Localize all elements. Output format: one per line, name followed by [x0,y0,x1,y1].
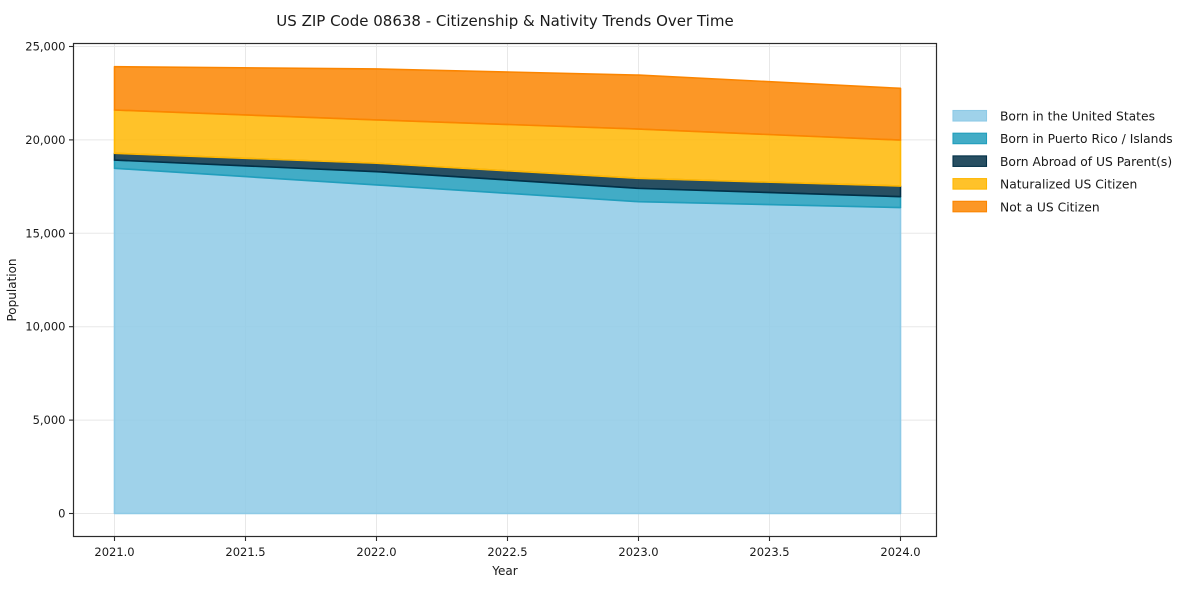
plot-border [72,42,938,538]
legend-swatch [952,132,988,145]
area-series [113,65,902,515]
area-born-in-the-united-states [113,167,902,515]
x-tick-label: 2023.0 [618,545,658,559]
y-tick-label: 10,000 [25,320,65,334]
y-tick-label: 0 [58,507,65,521]
chart-title: US ZIP Code 08638 - Citizenship & Nativi… [276,12,733,30]
area-not-a-us-citizen [113,65,902,141]
legend-label: Born in the United States [1000,110,1155,124]
y-axis-label: Population [5,258,19,321]
legend-label: Naturalized US Citizen [1000,178,1137,192]
legend-swatch [952,200,988,213]
legend-label: Born Abroad of US Parent(s) [1000,155,1172,169]
legend-label: Born in Puerto Rico / Islands [1000,132,1173,146]
x-tick-label: 2022.0 [356,545,396,559]
legend-item-not-a-us-citizen: Not a US Citizen [952,200,1100,214]
axis-ticks [69,45,902,541]
y-tick-label: 5,000 [33,413,66,427]
legend-swatch [952,178,988,190]
legend-item-naturalized-us-citizen: Naturalized US Citizen [952,178,1137,192]
x-tick-labels: 2021.0 2021.5 2022.0 2022.5 2023.0 2023.5 2024… [94,545,920,559]
y-tick-labels: 0 5,000 10,000 15,000 20,000 25,000 [25,40,65,521]
legend-item-born-in-the-united-states: Born in the United States [952,109,1155,124]
y-tick-label: 25,000 [25,40,65,54]
x-axis-label: Year [491,564,517,578]
legend-item-born-abroad-of-us-parent-s: Born Abroad of US Parent(s) [952,155,1172,169]
legend: Born in the United States Born in Puerto … [952,109,1173,214]
legend-swatch [952,155,988,167]
x-tick-label: 2024.0 [880,545,920,559]
y-tick-label: 20,000 [25,133,65,147]
legend-item-born-in-puerto-rico-islands: Born in Puerto Rico / Islands [952,132,1173,146]
x-tick-label: 2022.5 [487,545,527,559]
y-tick-label: 15,000 [25,226,65,240]
x-tick-label: 2021.0 [94,545,134,559]
x-tick-label: 2021.5 [225,545,265,559]
legend-swatch [952,109,988,122]
x-tick-label: 2023.5 [749,545,789,559]
legend-label: Not a US Citizen [1000,200,1100,214]
